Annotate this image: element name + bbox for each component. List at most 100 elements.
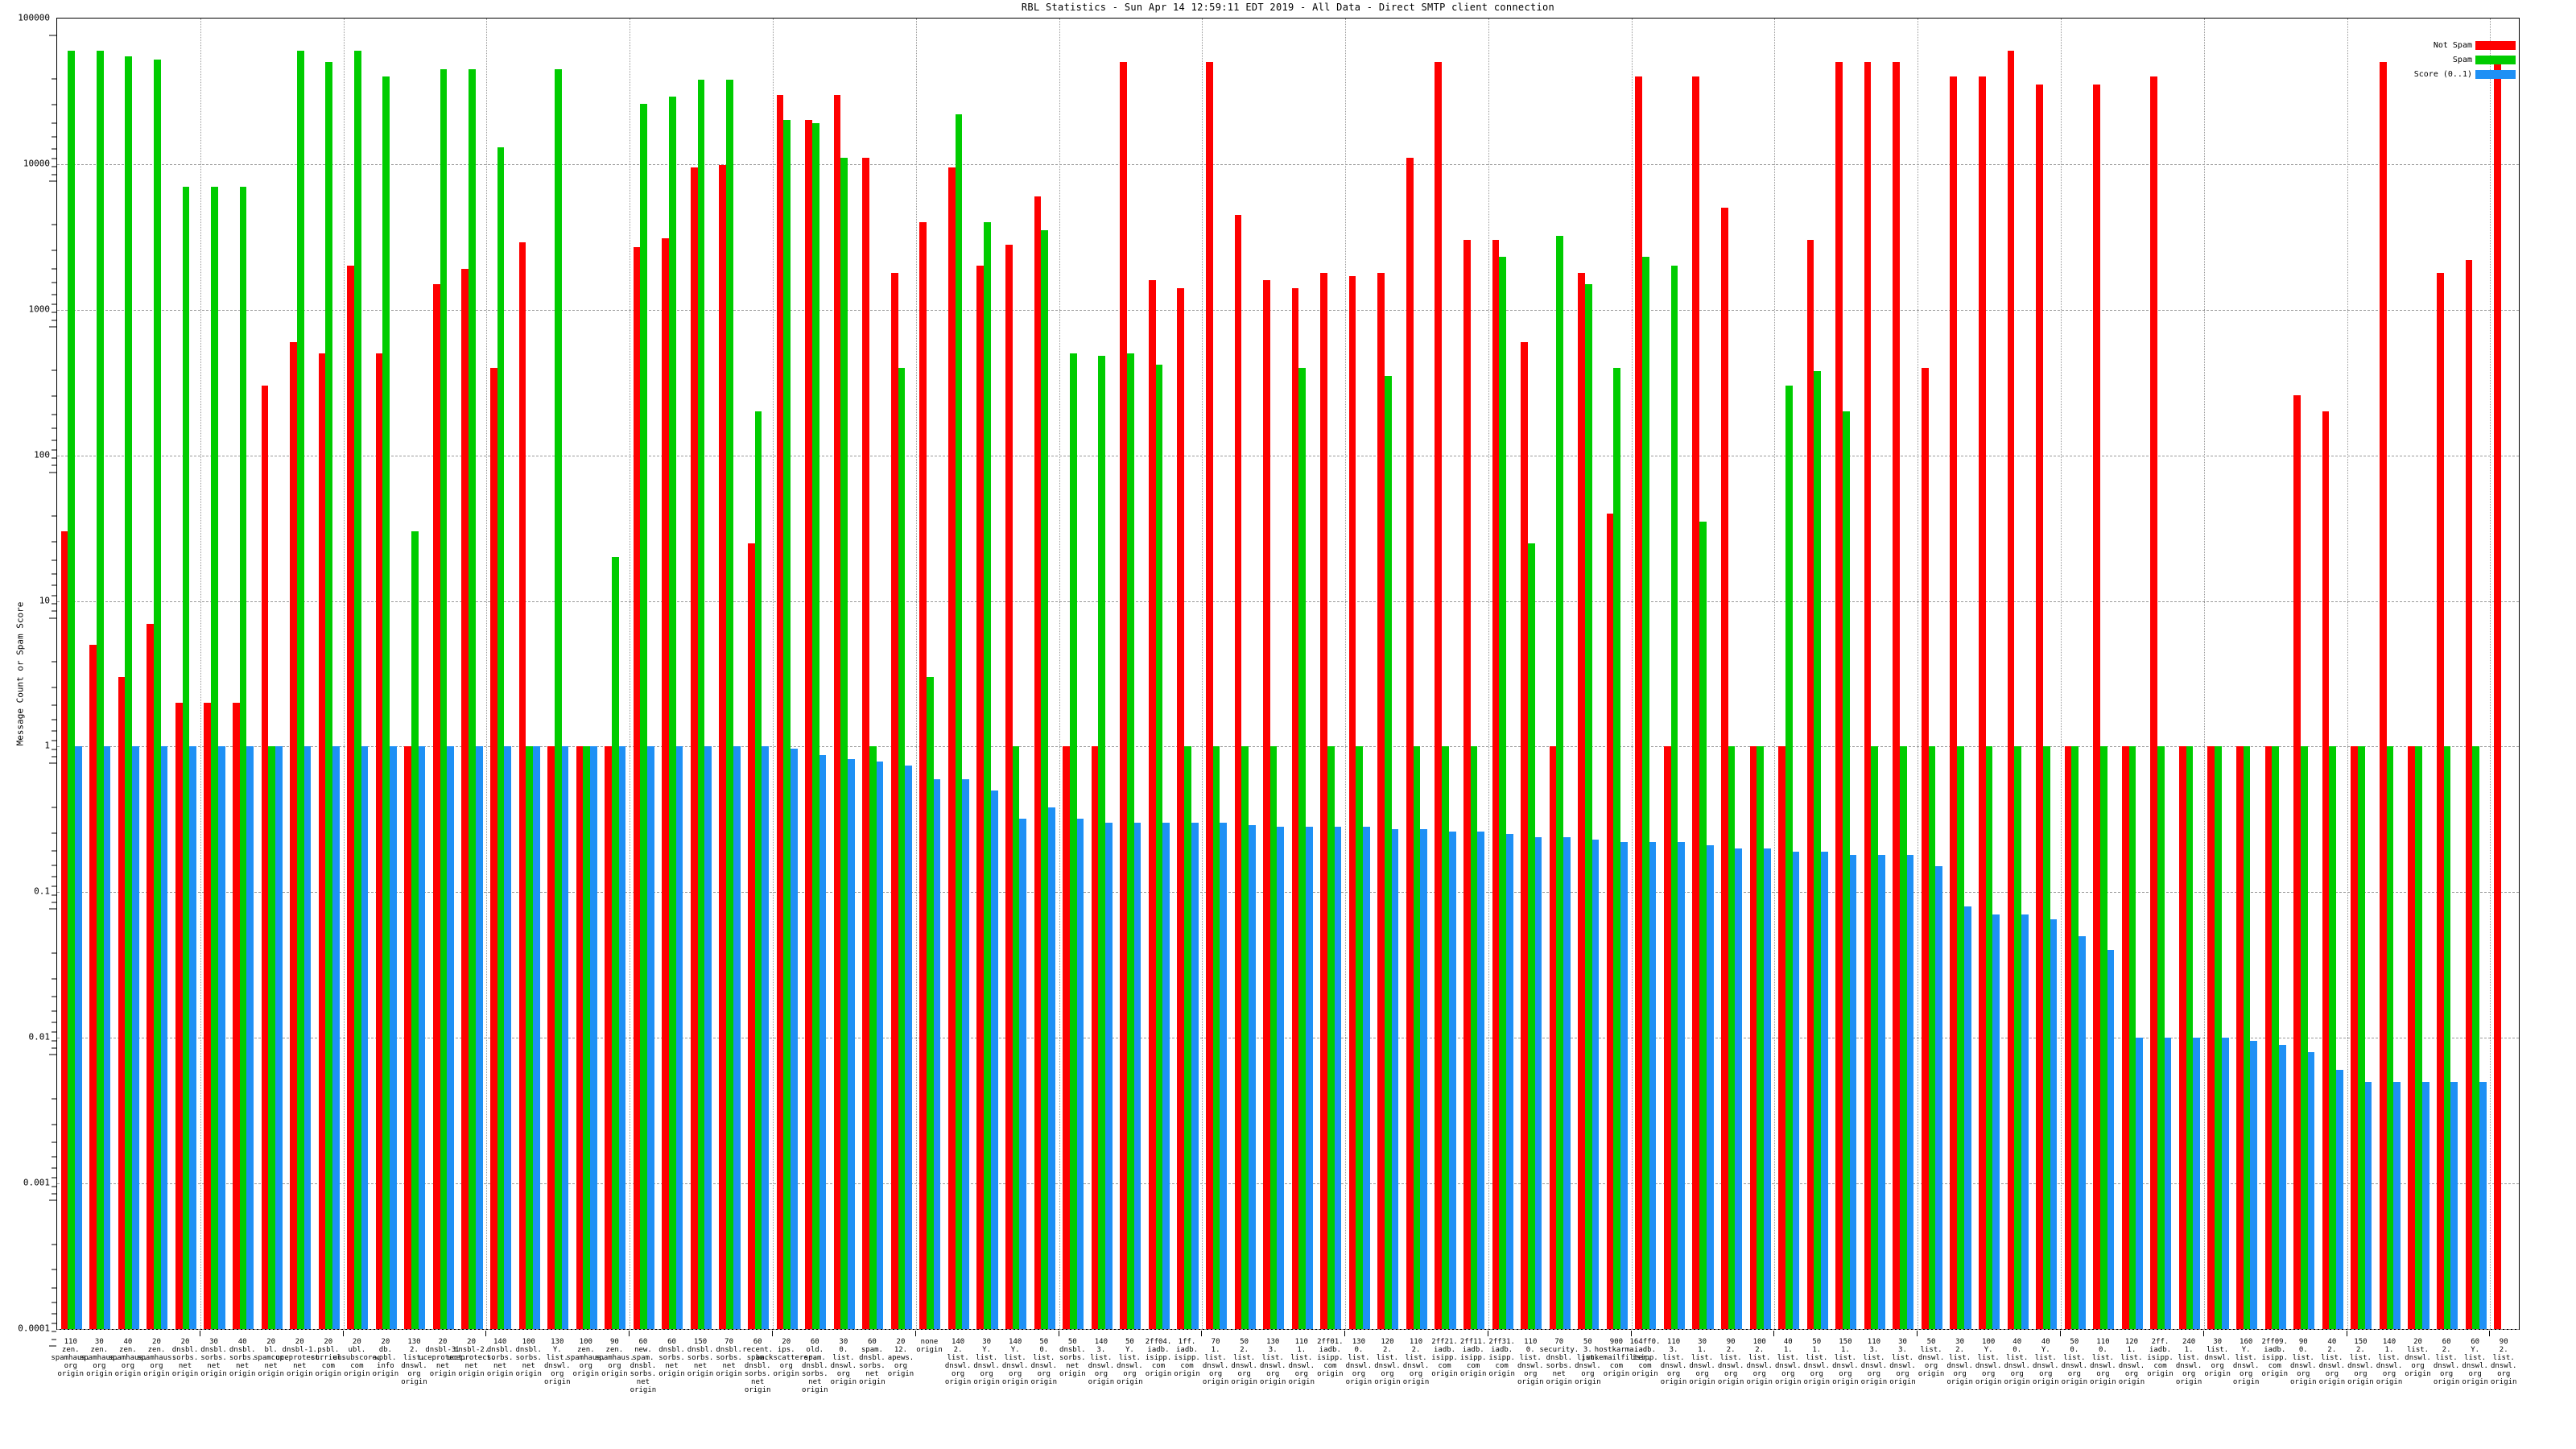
x-axis-tick-label: 50 2. list. dnswl. org origin xyxy=(1231,1338,1257,1386)
horizontal-gridline xyxy=(57,163,2519,165)
bar-spam xyxy=(1814,370,1822,1329)
bar-score xyxy=(1277,827,1285,1329)
bar-not-spam xyxy=(1234,214,1242,1329)
bar-not-spam xyxy=(919,221,927,1329)
x-axis-tick-label: 20 dnsbl-2. uceprotect. net origin xyxy=(447,1338,496,1378)
bar-not-spam xyxy=(1034,196,1042,1329)
bar-score xyxy=(905,766,912,1329)
bar-score xyxy=(2050,919,2058,1329)
x-axis-tick-label: 100 zen. spamhaus. org origin xyxy=(566,1338,606,1378)
vertical-gridline xyxy=(343,19,345,1329)
bar-spam xyxy=(1728,746,1736,1329)
bar-not-spam xyxy=(690,167,698,1329)
bar-not-spam xyxy=(232,703,240,1329)
x-axis-tick-label: 30 Y. list. dnswl. org origin xyxy=(973,1338,1000,1386)
y-axis-tick-minor xyxy=(52,894,56,896)
bar-score xyxy=(1162,823,1170,1329)
bar-spam xyxy=(2386,746,2394,1329)
y-axis-tick-minor xyxy=(52,603,56,605)
x-axis-tick-label: 20 ubl. unsubscore. com origin xyxy=(332,1338,382,1378)
x-axis-tick-label: 40 zen. spamhaus. org origin xyxy=(108,1338,148,1378)
bar-spam xyxy=(353,51,361,1329)
x-axis-tick-label: 60 dnsbl. sorbs. net origin xyxy=(658,1338,685,1378)
bar-spam xyxy=(1699,522,1707,1329)
x-axis-tick-label: 140 Y. list. dnswl. org origin xyxy=(1001,1338,1029,1386)
bar-spam xyxy=(2443,746,2451,1329)
vertical-gridline xyxy=(1774,19,1776,1329)
y-axis-tick-minor xyxy=(52,730,56,732)
bar-score xyxy=(1420,829,1427,1329)
x-axis-tick xyxy=(1344,1331,1346,1336)
x-axis-tick-label: 20 dnsbl-1. uceprotect. net origin xyxy=(275,1338,324,1378)
y-axis-tick-minor xyxy=(52,595,56,597)
bar-score xyxy=(75,746,82,1329)
bar-score xyxy=(1019,818,1027,1329)
x-axis-tick-label: 40 0. list. dnswl. org origin xyxy=(2004,1338,2030,1386)
y-axis-tick-major xyxy=(49,326,56,328)
bar-not-spam xyxy=(2494,62,2501,1329)
x-axis-tick-label: 40 Y. list. dnswl. org origin xyxy=(2033,1338,2059,1386)
bar-not-spam xyxy=(1005,244,1013,1329)
x-axis-tick xyxy=(1201,1331,1203,1336)
bar-score xyxy=(1133,823,1141,1329)
x-axis-tick xyxy=(2060,1331,2062,1336)
x-axis-tick-label: 30 list. dnswl. org origin xyxy=(2204,1338,2231,1378)
bar-score xyxy=(1076,818,1084,1329)
bar-score xyxy=(704,746,712,1329)
legend-swatch xyxy=(2475,40,2516,50)
bar-spam xyxy=(96,51,104,1329)
bar-spam xyxy=(1327,746,1335,1329)
bar-score xyxy=(1678,842,1685,1329)
bar-score xyxy=(1505,834,1513,1329)
x-axis-tick-label: 50 Y. list. dnswl. org origin xyxy=(1117,1338,1143,1386)
bar-score xyxy=(647,746,654,1329)
bar-not-spam xyxy=(2093,85,2100,1329)
bar-not-spam xyxy=(1893,62,1901,1329)
bar-not-spam xyxy=(2007,51,2015,1329)
y-axis-tick-minor xyxy=(52,515,56,517)
bar-spam xyxy=(1098,356,1106,1329)
vertical-gridline xyxy=(486,19,488,1329)
y-axis-tick-minor xyxy=(52,268,56,270)
bar-not-spam xyxy=(1578,272,1585,1329)
legend-item: Not Spam xyxy=(2434,39,2516,51)
x-axis-tick-label: 140 3. list. dnswl. org origin xyxy=(1088,1338,1115,1386)
x-axis-tick-label: 110 2. list. dnswl. org origin xyxy=(1402,1338,1430,1386)
y-axis-tick-minor xyxy=(52,661,56,663)
bar-not-spam xyxy=(204,703,212,1329)
bar-not-spam xyxy=(89,645,97,1329)
y-axis-tick-minor xyxy=(52,719,56,720)
bar-score xyxy=(675,746,683,1329)
bar-score xyxy=(475,746,483,1329)
bar-spam xyxy=(1442,746,1449,1329)
bar-not-spam xyxy=(1205,62,1213,1329)
bar-not-spam xyxy=(147,623,154,1329)
bar-score xyxy=(103,746,111,1329)
bar-spam xyxy=(1041,230,1048,1329)
bar-not-spam xyxy=(1606,513,1614,1329)
bar-score xyxy=(1191,823,1199,1329)
x-axis-tick-label: 70 1. list. dnswl. org origin xyxy=(1202,1338,1229,1386)
bar-not-spam xyxy=(60,531,68,1329)
y-axis-tick-label: 0.001 xyxy=(23,1177,50,1188)
bar-not-spam xyxy=(1521,341,1528,1329)
bar-score xyxy=(848,759,855,1329)
bar-score xyxy=(390,746,397,1329)
x-axis-tick-label: 60 spam. dnsbl. sorbs. net origin xyxy=(859,1338,886,1386)
bar-not-spam xyxy=(1720,208,1728,1329)
bar-score xyxy=(2079,935,2086,1329)
bar-spam xyxy=(2157,746,2165,1329)
bar-spam xyxy=(2099,746,2107,1329)
bar-score xyxy=(1534,836,1542,1329)
bar-score xyxy=(819,755,827,1329)
y-axis-tick-minor xyxy=(52,148,56,150)
bar-spam xyxy=(1842,411,1850,1329)
y-axis-tick-minor xyxy=(52,902,56,903)
bar-not-spam xyxy=(2408,746,2416,1329)
x-axis-tick-label: 120 1. list. dnswl. org origin xyxy=(2118,1338,2145,1386)
bar-score xyxy=(790,748,798,1329)
vertical-gridline xyxy=(1202,19,1203,1329)
y-axis-tick-minor xyxy=(52,136,56,138)
y-axis-tick-minor xyxy=(52,541,56,543)
bar-score xyxy=(418,746,426,1329)
